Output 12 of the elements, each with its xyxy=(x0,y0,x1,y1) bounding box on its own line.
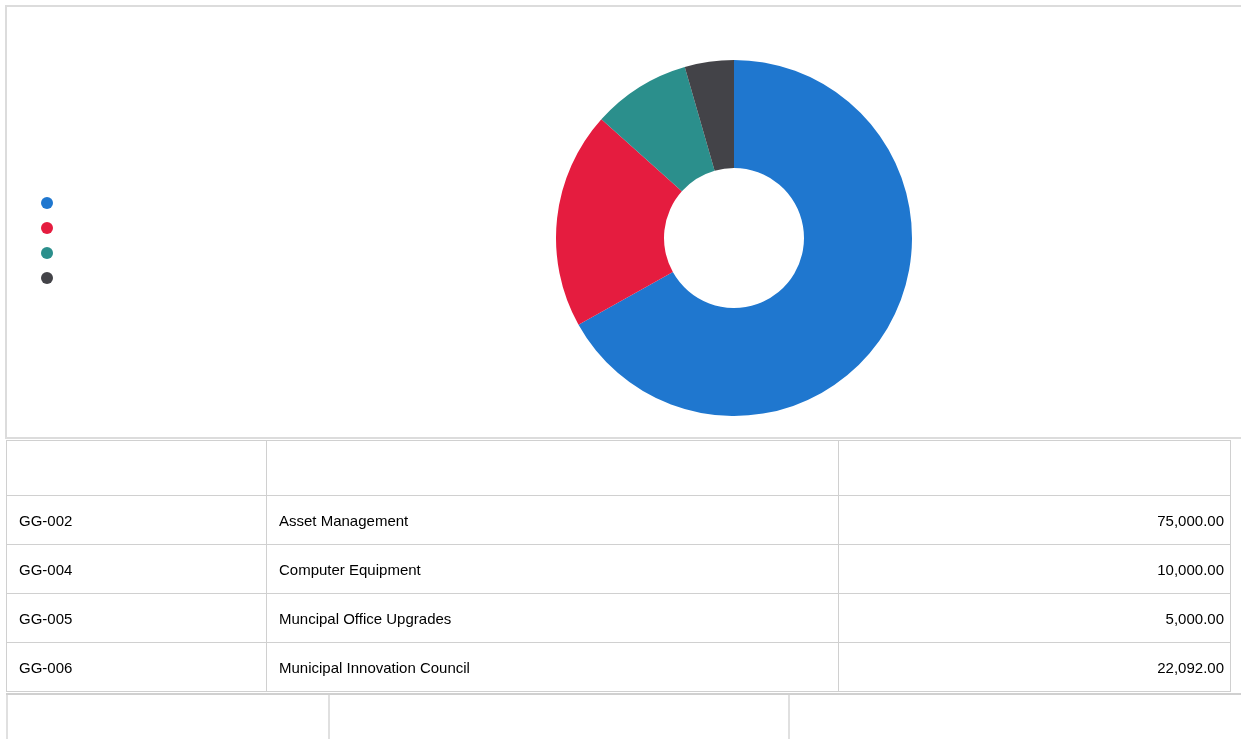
text: GG-002 xyxy=(6,495,267,545)
category-label: Computer Equipment xyxy=(266,544,839,594)
category-label: Asset Management xyxy=(266,495,839,545)
text: 75,000.00 xyxy=(1157,511,1224,529)
text: 10,000.00 xyxy=(1157,560,1224,578)
text: GG-004 xyxy=(6,544,267,594)
text: GG-006 xyxy=(6,642,267,692)
category-label: Muncipal Office Upgrades xyxy=(266,593,839,643)
category-label: Municipal Innovation Council xyxy=(266,642,839,692)
text: 5,000.00 xyxy=(1165,609,1224,627)
text: GG-005 xyxy=(6,593,267,643)
text: 22,092.00 xyxy=(1157,658,1224,676)
